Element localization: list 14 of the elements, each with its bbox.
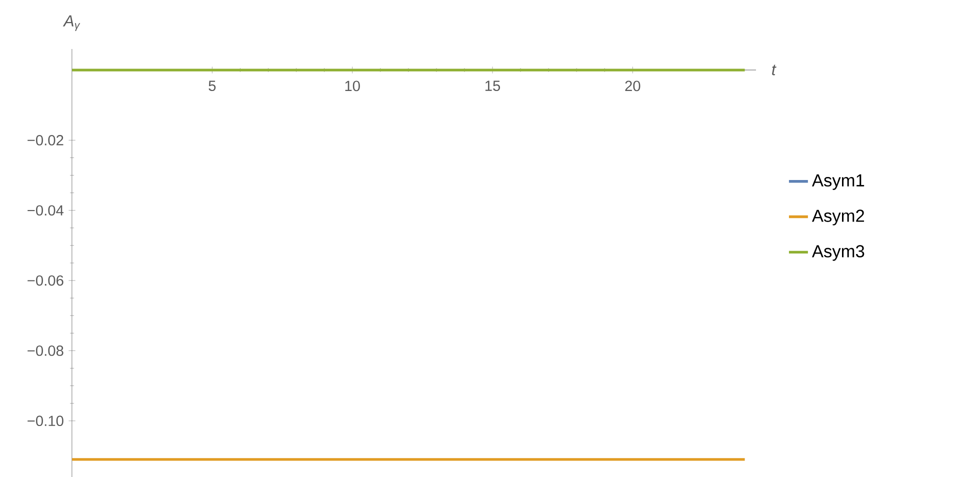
y-axis-title: A$_{γ}$ <box>62 15 80 31</box>
y-tick-label: −0.04 <box>28 205 64 216</box>
x-tick-label: 15 <box>485 80 500 91</box>
y-tick-label: −0.10 <box>28 416 64 426</box>
legend-label: Asym1 <box>812 174 864 190</box>
x-tick-label: 5 <box>208 80 216 91</box>
legend-label: Asym3 <box>812 245 864 261</box>
y-tick-label: −0.02 <box>28 135 64 146</box>
y-tick-label: −0.06 <box>28 275 64 286</box>
x-tick-label: 10 <box>345 80 360 92</box>
x-axis-title: t <box>772 64 776 76</box>
y-tick-label: −0.08 <box>28 346 64 356</box>
legend-label: Asym2 <box>812 210 864 226</box>
x-tick-label: 20 <box>625 80 640 92</box>
